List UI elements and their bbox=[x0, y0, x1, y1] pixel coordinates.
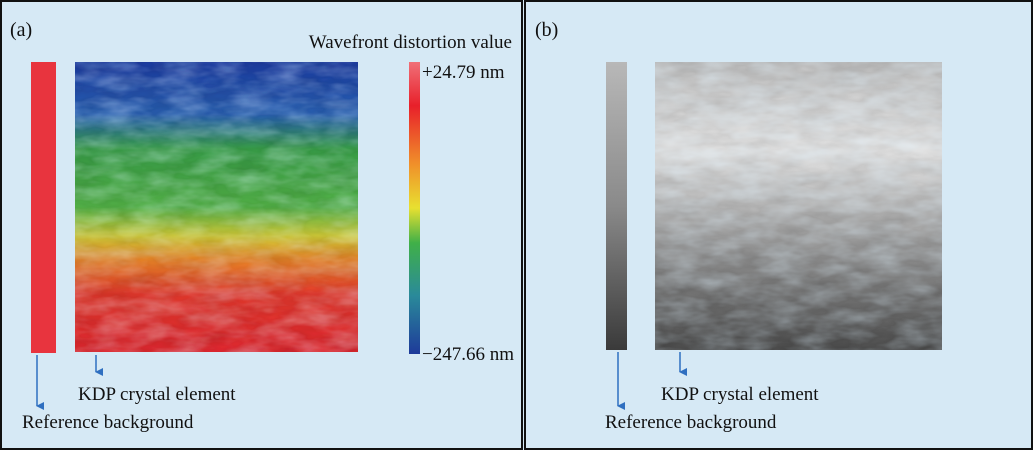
colorbar-title: Wavefront distortion value bbox=[309, 32, 512, 53]
reference-bar bbox=[31, 62, 56, 353]
intensity-image bbox=[655, 62, 942, 350]
reference-bar bbox=[606, 62, 627, 350]
wavefront-map bbox=[75, 62, 358, 352]
colorbar-min: −247.66 nm bbox=[422, 344, 514, 365]
colorbar-max: +24.79 nm bbox=[422, 62, 505, 83]
panel-label: (b) bbox=[535, 19, 558, 41]
colorbar bbox=[409, 62, 420, 354]
crystal-label: KDP crystal element bbox=[78, 384, 236, 405]
panel-label: (a) bbox=[10, 19, 32, 41]
background-label: Reference background bbox=[605, 412, 777, 433]
figure: (a) Wavefront distortion value +24.79 nm… bbox=[0, 0, 1033, 450]
crystal-label: KDP crystal element bbox=[661, 384, 819, 405]
background-label: Reference background bbox=[22, 412, 194, 433]
